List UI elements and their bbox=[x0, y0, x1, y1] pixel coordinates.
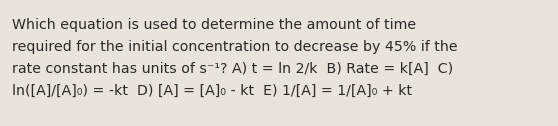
Text: rate constant has units of s⁻¹? A) t = ln 2/k  B) Rate = k[A]  C): rate constant has units of s⁻¹? A) t = l… bbox=[12, 62, 453, 76]
Text: Which equation is used to determine the amount of time: Which equation is used to determine the … bbox=[12, 18, 416, 32]
Text: ln([A]/[A]₀) = -kt  D) [A] = [A]₀ - kt  E) 1/[A] = 1/[A]₀ + kt: ln([A]/[A]₀) = -kt D) [A] = [A]₀ - kt E)… bbox=[12, 84, 412, 98]
Text: required for the initial concentration to decrease by 45% if the: required for the initial concentration t… bbox=[12, 40, 458, 54]
